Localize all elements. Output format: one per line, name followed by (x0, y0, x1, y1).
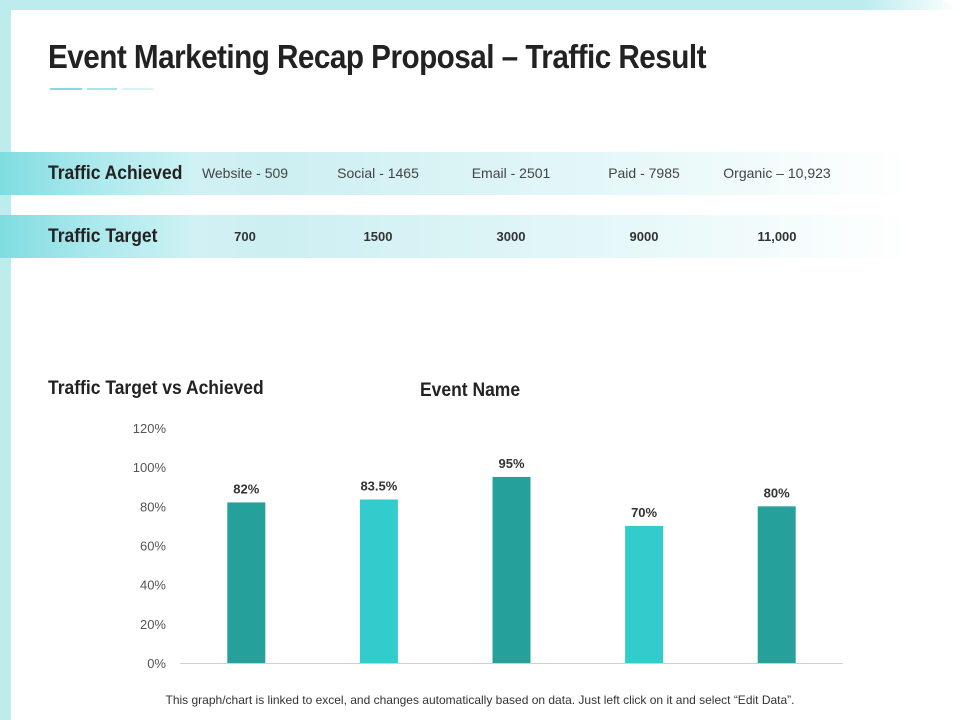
traffic-target-paid: 9000 (629, 229, 659, 244)
traffic-target-organic: 11,000 (757, 229, 797, 244)
traffic-target-label: Traffic Target (48, 226, 158, 247)
bar[interactable] (227, 502, 266, 663)
traffic-achieved-email: Email - 2501 (471, 165, 551, 181)
traffic-achieved-social: Social - 1465 (337, 165, 419, 181)
chart-title: Event Name (420, 380, 521, 401)
traffic-target-social: 1500 (363, 229, 393, 244)
bar-data-label: 82% (233, 481, 259, 496)
title-underline-3 (122, 88, 153, 90)
y-tick-label: 80% (140, 499, 166, 514)
y-tick-label: 120% (133, 421, 167, 436)
bar[interactable] (757, 506, 796, 663)
traffic-target-row: Traffic Target 700 1500 3000 9000 11,000 (0, 215, 910, 258)
footnote: This graph/chart is linked to excel, and… (165, 693, 795, 707)
bar[interactable] (359, 499, 398, 663)
traffic-target-website: 700 (234, 229, 256, 244)
y-tick-label: 0% (147, 656, 166, 671)
title-underline-2 (87, 88, 117, 90)
traffic-achieved-row: Traffic Achieved Website - 509 Social - … (0, 152, 910, 195)
y-tick-label: 60% (140, 539, 166, 554)
bar-data-label: 80% (764, 485, 790, 500)
traffic-achieved-label: Traffic Achieved (48, 163, 183, 184)
traffic-achieved-label-box (0, 152, 193, 195)
bar-data-label: 95% (498, 456, 524, 471)
y-tick-label: 100% (133, 460, 167, 475)
bar-data-label: 83.5% (360, 478, 397, 493)
bar-data-label: 70% (631, 505, 657, 520)
page-title: Event Marketing Recap Proposal – Traffic… (48, 38, 706, 75)
traffic-achieved-paid: Paid - 7985 (608, 165, 680, 181)
traffic-target-email: 3000 (496, 229, 526, 244)
frame-left-border (0, 0, 11, 720)
title-underline-1 (50, 88, 82, 90)
y-tick-label: 40% (140, 578, 166, 593)
bar[interactable] (492, 476, 531, 663)
traffic-target-label-box (0, 215, 193, 258)
traffic-achieved-website: Website - 509 (201, 165, 289, 181)
y-tick-label: 20% (140, 617, 166, 632)
chart-section-title: Traffic Target vs Achieved (48, 378, 264, 399)
bar[interactable] (625, 525, 664, 663)
frame-corner (942, 0, 960, 10)
traffic-achieved-organic: Organic – 10,923 (723, 165, 831, 181)
frame-top-border (0, 0, 960, 10)
